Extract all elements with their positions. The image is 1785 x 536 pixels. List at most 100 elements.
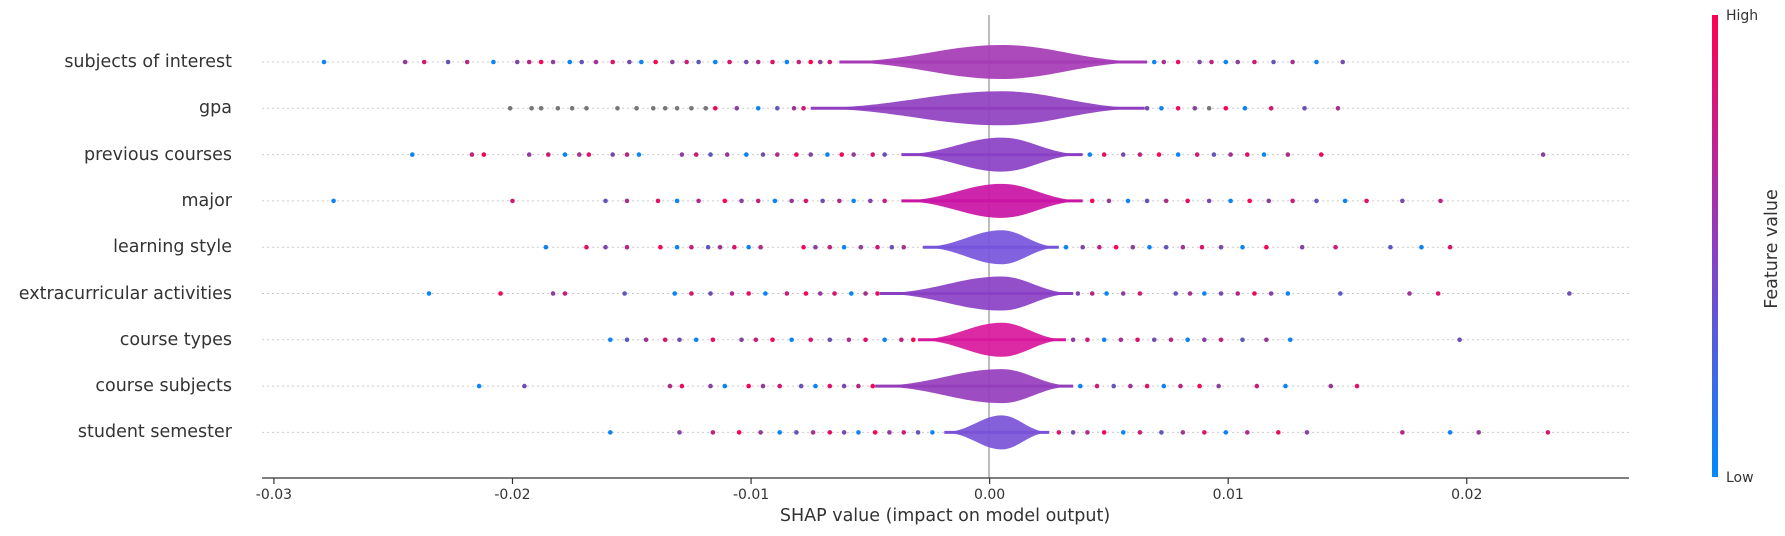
shap-point [1192,106,1198,111]
shap-point [803,198,809,204]
shap-point [882,198,887,204]
feature-label: course types [119,329,232,350]
shap-point [875,291,880,296]
shap-point [710,337,716,343]
shap-point [784,59,790,65]
shap-point [689,291,694,296]
shap-point [789,337,794,343]
shap-point [1070,337,1076,343]
shap-point [708,383,713,389]
x-axis-label: SHAP value (impact on model output) [779,506,1111,526]
shap-point [1137,430,1143,435]
shap-point [1120,430,1126,435]
shap-point [777,430,782,435]
shap-point [526,152,532,157]
shap-point [550,291,556,296]
shap-point [1178,383,1183,389]
shap-point [743,152,749,157]
shap-point [662,106,668,111]
shap-point [724,152,730,157]
shap-point [901,430,907,435]
shap-point [1075,291,1081,296]
shap-point [1235,59,1241,65]
shap-point [545,152,551,157]
shap-point [813,383,818,389]
shap-point [610,152,615,157]
shap-point [1476,430,1482,435]
shap-point [1335,106,1341,111]
shap-point [1388,244,1393,250]
shap-point [1175,59,1181,65]
shap-point [1271,59,1276,65]
shap-point [1187,291,1193,296]
shap-point [658,244,663,250]
shap-point [868,198,873,204]
shap-point [1340,59,1346,65]
feature-label: learning style [113,237,232,258]
shap-point [579,59,584,65]
shap-point [1194,152,1200,157]
x-tick-label: -0.02 [494,487,531,503]
shap-point [331,198,336,204]
shap-point [1085,430,1090,435]
shap-point [732,244,737,250]
shap-point [321,59,327,65]
shap-point [798,383,804,389]
shap-point [1168,337,1174,343]
shap-point [624,198,630,204]
shap-point [820,198,825,204]
shap-point [550,59,556,65]
colorbar-low-label: Low [1726,470,1754,486]
shap-point [498,291,503,296]
shap-point [1180,244,1186,250]
shap-point [1070,430,1076,435]
shap-point [717,244,723,250]
shap-point [1299,244,1305,250]
shap-point [1268,291,1274,296]
shap-point [1094,383,1100,389]
shap-point [1268,106,1274,111]
shap-point [1161,383,1167,389]
shap-point [1147,244,1152,250]
shap-point [746,291,751,296]
shap-point [770,337,775,343]
shap-point [746,383,751,389]
shap-point [794,152,799,157]
shap-point [1144,198,1150,204]
shap-point [839,152,845,157]
colorbar [1712,15,1718,477]
shap-point [813,244,818,250]
shap-point [734,106,740,111]
shap-point [624,244,630,250]
shap-point [722,198,728,204]
shap-point [1218,244,1224,250]
shap-point [1101,152,1107,157]
shap-point [810,430,816,435]
shap-point [593,59,599,65]
shap-point [841,430,847,435]
shap-point [1197,383,1202,389]
x-tick-label: -0.01 [732,487,770,503]
shap-point [1247,198,1252,204]
shap-point [1118,337,1124,343]
shap-point [899,337,904,343]
shap-point [1287,337,1293,343]
shap-point [1144,106,1150,111]
shap-point [1264,244,1269,250]
feature-label: student semester [77,422,232,443]
shap-point [1104,291,1109,296]
shap-point [1223,430,1229,435]
shap-point [801,106,806,111]
feature-label: subjects of interest [64,52,232,72]
shap-point [808,152,814,157]
shap-point [825,152,830,157]
shap-point [856,383,861,389]
shap-point [1156,152,1162,157]
shap-point [1228,152,1233,157]
shap-point [464,59,470,65]
shap-point [837,198,842,204]
shap-point [562,291,568,296]
shap-point [863,291,868,296]
shap-point [1354,383,1360,389]
shap-point [1290,59,1295,65]
